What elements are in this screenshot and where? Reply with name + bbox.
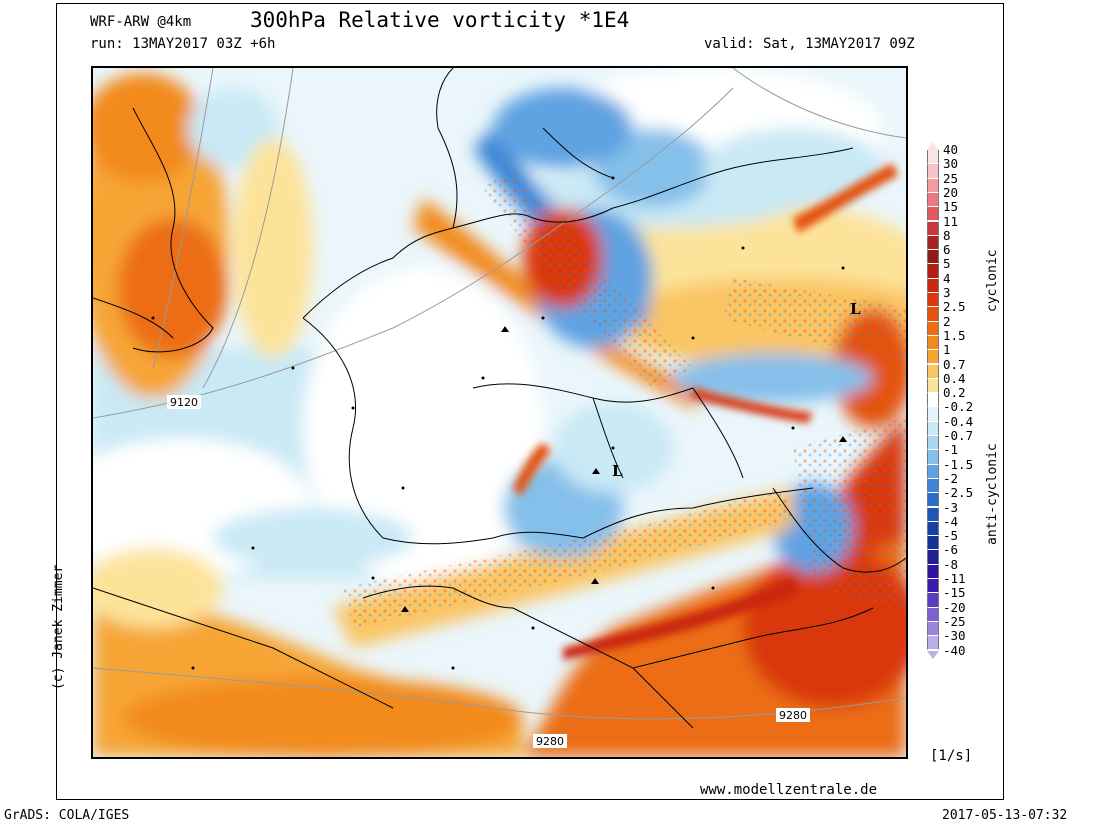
colorbar-cell — [927, 278, 939, 293]
colorbar-tick-label: 15 — [943, 199, 959, 215]
colorbar-tick-label: 0.2 — [943, 385, 966, 401]
colorbar-top-arrow — [927, 142, 939, 150]
software-label: GrADS: COLA/IGES — [4, 808, 130, 823]
colorbar-cell — [927, 378, 939, 394]
vorticity-map: 9120 9280 9280 L L — [91, 66, 908, 759]
contour-label: 9280 — [536, 735, 564, 748]
colorbar-cell — [927, 192, 939, 208]
contour-label: 9120 — [170, 396, 198, 409]
colorbar-cell — [927, 436, 939, 451]
colorbar-tick-label: -0.2 — [943, 399, 974, 415]
colorbar-cell — [927, 235, 939, 251]
colorbar-tick-label: -3 — [943, 499, 959, 515]
colorbar-tick-label: -20 — [943, 599, 966, 615]
colorbar-cell — [927, 321, 939, 336]
website-label: www.modellzentrale.de — [700, 782, 878, 798]
colorbar-cell — [927, 407, 939, 422]
colorbar-cell — [927, 521, 939, 537]
colorbar-cell — [927, 450, 939, 465]
colorbar-tick-label: 25 — [943, 170, 959, 186]
colorbar-tick-label: 2 — [943, 313, 951, 329]
colorbar-tick-label: -8 — [943, 556, 959, 572]
copyright-label: (c) Janek Zimmer — [51, 564, 66, 690]
colorbar-cell — [927, 207, 939, 222]
colorbar-tick-label: 5 — [943, 256, 951, 272]
contour-label: 9280 — [779, 709, 807, 722]
colorbar-tick-label: 4 — [943, 270, 951, 286]
chart-title: 300hPa Relative vorticity *1E4 — [250, 8, 630, 32]
cyclonic-label: cyclonic — [985, 249, 1000, 312]
colorbar-tick-label: -4 — [943, 513, 959, 529]
colorbar-tick-label: 0.7 — [943, 356, 966, 372]
colorbar-tick-label: -5 — [943, 528, 959, 544]
colorbar-tick-label: -1 — [943, 442, 959, 458]
model-label: WRF-ARW @4km — [90, 14, 192, 30]
colorbar-tick-label: 30 — [943, 156, 959, 172]
colorbar-tick-label: 40 — [943, 142, 959, 157]
colorbar-cell — [927, 621, 939, 637]
colorbar-tick-label: -15 — [943, 585, 966, 601]
colorbar-cell — [927, 421, 939, 436]
colorbar-cell — [927, 221, 939, 236]
colorbar-cell — [927, 593, 939, 608]
colorbar-cell — [927, 293, 939, 308]
colorbar-tick-label: -30 — [943, 628, 966, 644]
colorbar-tick-label: 0.4 — [943, 370, 966, 386]
colorbar-cell — [927, 478, 939, 494]
colorbar-cell — [927, 607, 939, 622]
anticyclonic-label: anti-cyclonic — [985, 443, 1000, 545]
colorbar-cell — [927, 335, 939, 351]
colorbar-tick-label: 3 — [943, 285, 951, 300]
colorbar-tick-label: -2.5 — [943, 485, 974, 501]
colorbar-tick-label: 2.5 — [943, 299, 966, 315]
colorbar-tick-label: -40 — [943, 642, 966, 658]
colorbar-bottom-arrow — [927, 650, 939, 659]
run-label: run: 13MAY2017 03Z +6h — [90, 36, 276, 52]
colorbar-tick-label: -1.5 — [943, 456, 974, 472]
colorbar-tick-label: 20 — [943, 184, 959, 200]
colorbar-cell — [927, 464, 939, 479]
colorbar-tick-label: 1 — [943, 342, 951, 358]
timestamp-label: 2017-05-13-07:32 — [942, 808, 1068, 823]
colorbar-cell — [927, 393, 939, 408]
colorbar-cell — [927, 250, 939, 265]
colorbar-cell — [927, 178, 939, 193]
colorbar-cell — [927, 636, 939, 651]
colorbar-cell — [927, 493, 939, 508]
colorbar-tick-label: -0.7 — [943, 428, 974, 443]
colorbar-cell — [927, 564, 939, 579]
colorbar-tick-label: -2 — [943, 470, 959, 486]
colorbar-cell — [927, 307, 939, 322]
colorbar-cell — [927, 579, 939, 594]
colorbar-tick-label: 1.5 — [943, 327, 966, 343]
colorbar-cell — [927, 150, 939, 165]
colorbar-cell — [927, 536, 939, 551]
colorbar-tick-label: -11 — [943, 571, 966, 586]
colorbar-cell — [927, 507, 939, 522]
plot-frame — [56, 3, 1004, 800]
unit-label: [1/s] — [930, 748, 973, 764]
low-pressure-marker: L — [612, 462, 623, 480]
colorbar-tick-label: 8 — [943, 227, 951, 243]
colorbar-tick-label: -25 — [943, 613, 966, 629]
colorbar-tick-label: -6 — [943, 542, 959, 558]
colorbar-cell — [927, 550, 939, 565]
valid-label: valid: Sat, 13MAY2017 09Z — [704, 36, 915, 52]
colorbar-cell — [927, 364, 939, 379]
colorbar-cell — [927, 350, 939, 365]
coastlines — [93, 68, 906, 729]
colorbar-tick-label: 6 — [943, 242, 951, 258]
colorbar-tick-label: -0.4 — [943, 413, 974, 429]
colorbar-cell — [927, 264, 939, 279]
colorbar-cell — [927, 164, 939, 179]
low-pressure-marker: L — [850, 300, 861, 318]
colorbar-tick-label: 11 — [943, 213, 959, 229]
